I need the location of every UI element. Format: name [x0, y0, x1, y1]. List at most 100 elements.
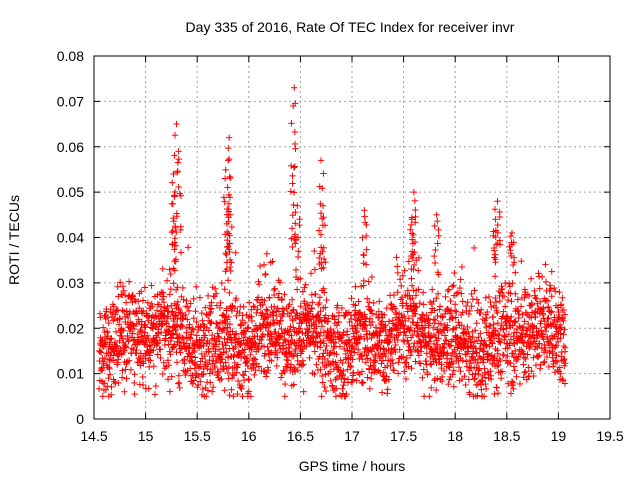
- data-point: [216, 334, 223, 342]
- data-point: [99, 324, 107, 331]
- data-point: [520, 323, 527, 331]
- data-point: [320, 170, 327, 177]
- data-point: [318, 372, 326, 380]
- data-point: [115, 321, 123, 328]
- data-point: [297, 275, 304, 282]
- data-point: [181, 356, 188, 363]
- data-point: [270, 291, 278, 299]
- data-point: [224, 369, 232, 377]
- data-point: [290, 306, 297, 313]
- data-point: [164, 357, 172, 364]
- data-point: [125, 278, 133, 285]
- data-point: [107, 306, 114, 313]
- data-point: [347, 352, 354, 359]
- data-point: [313, 361, 320, 368]
- data-point: [224, 157, 232, 164]
- data-point: [271, 303, 278, 310]
- data-point: [302, 281, 309, 288]
- data-point: [106, 365, 113, 372]
- data-point: [149, 303, 156, 310]
- data-point: [321, 289, 328, 296]
- data-point: [458, 290, 465, 297]
- data-point: [108, 335, 115, 342]
- data-point: [482, 294, 489, 301]
- data-point: [500, 351, 507, 359]
- data-point: [195, 364, 202, 371]
- x-tick-label: 18: [447, 428, 463, 444]
- data-point: [159, 289, 167, 296]
- data-point: [147, 357, 154, 364]
- data-point: [366, 385, 373, 392]
- data-point: [211, 285, 219, 292]
- data-point: [297, 302, 304, 310]
- data-point: [287, 340, 295, 348]
- data-point: [131, 379, 138, 387]
- data-point: [264, 307, 271, 314]
- data-point: [515, 310, 523, 318]
- data-point: [348, 348, 355, 355]
- data-point: [530, 354, 537, 361]
- data-point: [276, 279, 284, 286]
- data-point: [317, 366, 324, 373]
- data-point: [128, 345, 135, 352]
- data-point: [245, 388, 253, 395]
- data-point: [159, 370, 166, 378]
- data-point: [119, 367, 126, 374]
- data-point: [248, 306, 255, 313]
- data-point: [119, 307, 126, 314]
- data-point: [223, 305, 230, 312]
- data-point: [204, 361, 212, 368]
- data-point: [168, 373, 175, 380]
- data-point: [311, 348, 318, 355]
- data-point: [202, 304, 209, 311]
- data-point: [232, 343, 239, 351]
- data-point: [165, 362, 173, 369]
- data-point: [106, 339, 113, 346]
- data-point: [228, 223, 236, 231]
- data-point: [268, 349, 275, 356]
- data-point: [138, 328, 146, 335]
- data-point: [538, 273, 546, 281]
- data-point: [275, 308, 283, 315]
- data-point: [550, 284, 558, 292]
- data-point: [471, 327, 479, 334]
- data-point: [134, 298, 142, 305]
- data-point: [546, 282, 554, 289]
- data-point: [352, 283, 359, 290]
- data-point: [144, 299, 151, 306]
- data-point: [511, 367, 518, 374]
- data-point: [171, 323, 178, 330]
- data-point: [254, 294, 262, 301]
- data-point: [220, 325, 228, 332]
- data-point: [225, 363, 233, 371]
- data-point: [318, 393, 325, 400]
- data-point: [263, 250, 271, 257]
- data-point: [145, 356, 152, 364]
- data-point: [274, 354, 281, 361]
- data-point: [172, 326, 179, 334]
- data-point: [270, 308, 277, 316]
- data-point: [323, 342, 330, 350]
- data-point: [167, 270, 174, 278]
- data-point: [131, 390, 138, 398]
- data-point: [432, 246, 439, 254]
- data-point: [148, 282, 155, 289]
- data-point: [120, 287, 127, 295]
- data-point: [157, 329, 165, 337]
- data-point: [542, 261, 549, 268]
- data-point: [355, 346, 362, 353]
- data-point: [247, 351, 254, 358]
- data-point: [291, 128, 299, 136]
- data-point: [141, 284, 149, 291]
- data-point: [447, 297, 454, 305]
- data-point: [431, 259, 439, 267]
- data-point: [217, 299, 224, 307]
- data-point: [323, 296, 330, 304]
- data-point: [165, 327, 173, 334]
- data-point: [120, 348, 127, 356]
- data-point: [102, 341, 109, 348]
- data-point: [204, 387, 212, 394]
- data-point: [200, 327, 207, 334]
- data-point: [340, 329, 347, 336]
- data-point: [184, 244, 192, 251]
